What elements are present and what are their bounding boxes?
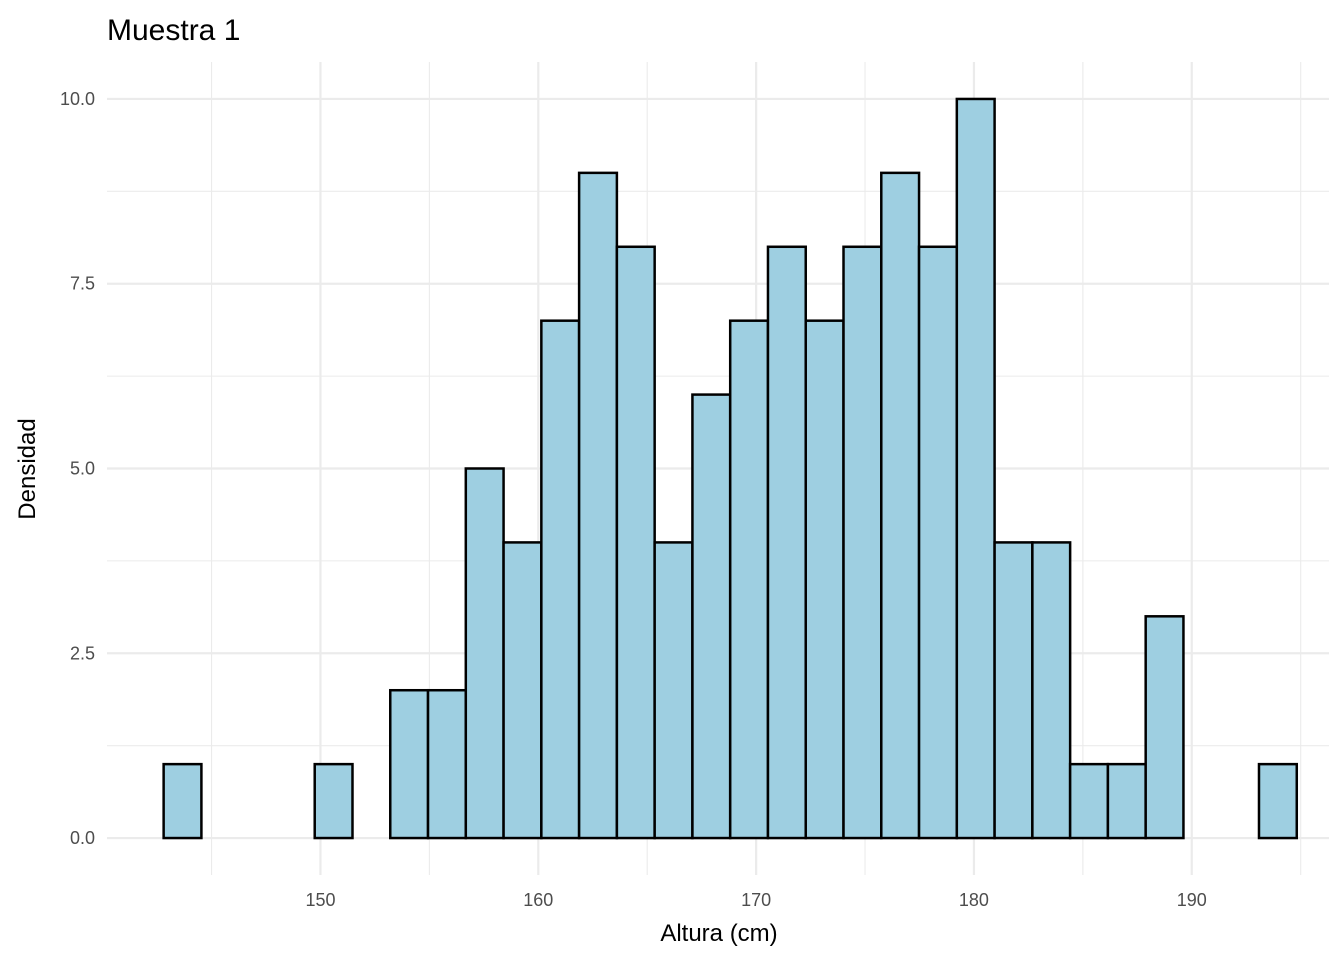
x-tick-labels: 150 160 170 180 190 [305, 890, 1206, 910]
x-tick-label: 190 [1177, 890, 1207, 910]
y-tick-label: 0.0 [70, 828, 95, 848]
histogram-bar [464, 467, 505, 840]
histogram-bar [1257, 762, 1299, 840]
x-tick-label: 160 [523, 890, 553, 910]
histogram-bar [426, 688, 468, 840]
histogram-bar [1106, 762, 1147, 840]
y-tick-labels: 0.0 2.5 5.0 7.5 10.0 [60, 89, 95, 848]
y-tick-label: 7.5 [70, 274, 95, 294]
y-tick-label: 5.0 [70, 459, 95, 479]
histogram-bar [842, 245, 883, 840]
histogram-bar [766, 245, 807, 840]
histogram-bar [540, 319, 581, 840]
histogram-bar [615, 245, 656, 840]
chart-title: Muestra 1 [107, 14, 240, 47]
histogram-bar [917, 245, 959, 840]
histogram-bar [1144, 615, 1185, 840]
histogram-bar [955, 97, 996, 840]
histogram-bar [1068, 762, 1110, 840]
histogram-bar [162, 762, 203, 840]
histogram-bar [993, 541, 1034, 840]
x-axis-title: Altura (cm) [660, 920, 777, 947]
y-tick-label: 10.0 [60, 89, 95, 109]
histogram-bar [577, 171, 619, 840]
histogram-bar [653, 541, 694, 840]
histogram-bars [162, 97, 1299, 840]
x-tick-label: 150 [305, 890, 335, 910]
y-tick-label: 2.5 [70, 643, 95, 663]
x-tick-label: 180 [959, 890, 989, 910]
histogram-bar [728, 319, 770, 840]
histogram-bar [1031, 541, 1072, 840]
histogram-bar [313, 762, 354, 840]
histogram-bar [389, 688, 430, 840]
histogram-bar [691, 393, 732, 840]
x-tick-label: 170 [741, 890, 771, 910]
histogram-bar [880, 171, 921, 840]
histogram-bar [502, 541, 543, 840]
y-axis-title: Densidad [14, 418, 41, 519]
histogram-bar [804, 319, 845, 840]
